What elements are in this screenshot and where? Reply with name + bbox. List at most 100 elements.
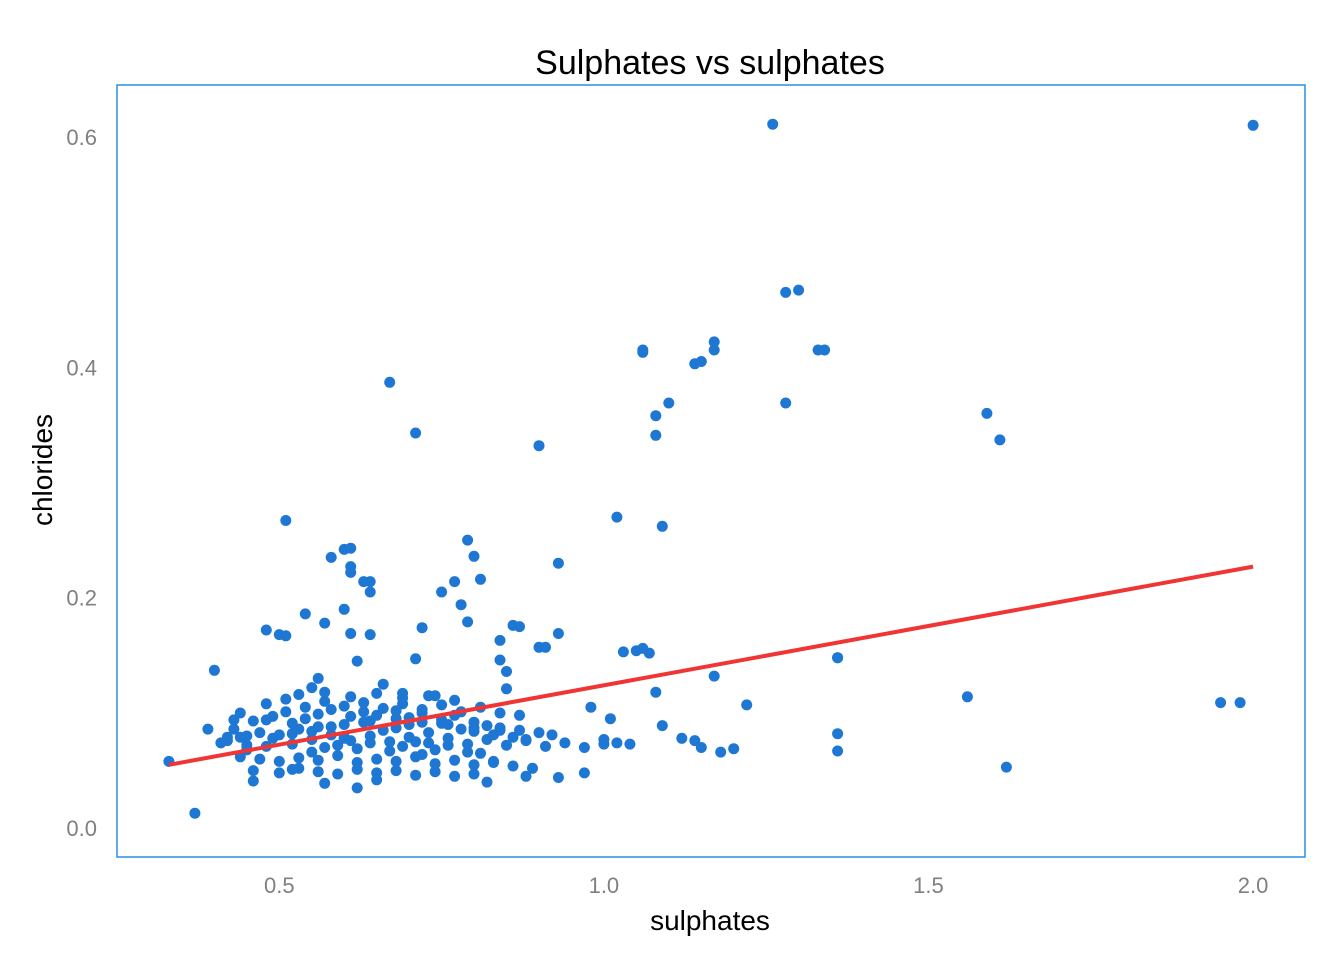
data-point xyxy=(1000,761,1012,773)
data-point xyxy=(345,691,357,703)
data-point xyxy=(319,695,331,707)
data-point xyxy=(377,702,389,714)
y-tick-label: 0.2 xyxy=(66,586,97,611)
data-point xyxy=(819,344,831,356)
data-point xyxy=(228,714,240,726)
data-point xyxy=(371,687,383,699)
data-point xyxy=(280,515,292,526)
data-point xyxy=(286,728,298,740)
data-point xyxy=(247,775,259,787)
data-point xyxy=(689,735,701,747)
data-point xyxy=(832,728,844,740)
data-point xyxy=(585,701,597,713)
data-point xyxy=(273,755,285,767)
data-point xyxy=(650,686,662,698)
data-point xyxy=(994,434,1006,446)
data-point xyxy=(280,630,292,642)
data-point xyxy=(208,664,220,676)
data-point xyxy=(578,767,590,779)
data-point xyxy=(663,397,675,409)
data-point xyxy=(604,713,616,725)
data-point xyxy=(390,755,402,767)
data-point xyxy=(241,730,253,742)
data-point xyxy=(306,682,318,694)
data-point xyxy=(832,652,844,664)
data-point xyxy=(332,739,344,751)
data-point xyxy=(507,731,519,743)
regression-layer xyxy=(168,564,1254,767)
data-point xyxy=(728,743,740,755)
x-tick-label: 1.5 xyxy=(913,873,944,898)
data-point xyxy=(676,732,688,744)
data-point xyxy=(501,666,512,677)
data-point xyxy=(468,550,480,562)
data-point xyxy=(351,782,363,794)
data-point xyxy=(410,427,422,439)
data-point xyxy=(481,776,493,788)
data-point xyxy=(455,599,467,611)
data-point xyxy=(650,429,662,441)
data-point xyxy=(371,753,383,765)
data-point xyxy=(202,723,214,735)
data-point xyxy=(449,576,461,588)
x-tick-label: 2.0 xyxy=(1238,873,1269,898)
data-point xyxy=(306,746,318,758)
data-point xyxy=(559,737,571,749)
data-point xyxy=(332,750,344,762)
data-point xyxy=(552,628,564,639)
data-point xyxy=(780,286,792,298)
y-tick-label: 0.4 xyxy=(66,355,97,380)
data-point xyxy=(325,721,337,733)
data-point xyxy=(338,700,350,712)
data-point xyxy=(345,542,357,554)
data-point xyxy=(514,709,525,721)
data-point xyxy=(630,645,642,657)
data-point xyxy=(325,551,337,563)
data-point xyxy=(319,617,331,629)
y-axis-title: chlorides xyxy=(27,414,58,526)
data-point xyxy=(442,719,454,730)
data-point xyxy=(429,766,441,778)
y-tick-label: 0.6 xyxy=(66,125,97,150)
data-point xyxy=(767,118,779,130)
data-point xyxy=(325,704,337,715)
data-point xyxy=(520,735,532,747)
data-point xyxy=(364,629,376,641)
data-point xyxy=(247,715,259,727)
data-point xyxy=(442,732,454,744)
data-point xyxy=(981,407,993,419)
data-point xyxy=(494,654,506,666)
data-point xyxy=(455,723,467,735)
data-point xyxy=(494,707,506,719)
data-point xyxy=(338,603,350,615)
data-point xyxy=(832,745,844,757)
data-point xyxy=(189,807,201,819)
data-point xyxy=(501,683,512,695)
data-point xyxy=(468,722,480,734)
data-point xyxy=(364,586,376,598)
data-point xyxy=(319,777,331,789)
data-point xyxy=(390,705,402,717)
data-point xyxy=(637,346,649,358)
data-point xyxy=(429,744,441,756)
data-point xyxy=(462,534,474,546)
data-point xyxy=(1247,119,1259,131)
data-point xyxy=(312,672,324,684)
data-point xyxy=(449,754,461,766)
data-point xyxy=(280,706,292,718)
data-point xyxy=(578,742,590,753)
data-point xyxy=(656,520,668,532)
data-point xyxy=(364,715,376,727)
data-point xyxy=(312,708,324,720)
data-point xyxy=(299,713,311,725)
data-point xyxy=(345,710,357,722)
data-point xyxy=(488,755,499,767)
data-point xyxy=(254,727,266,739)
data-point xyxy=(280,693,292,705)
data-point xyxy=(436,586,448,598)
data-point xyxy=(410,769,422,781)
data-point xyxy=(384,376,396,388)
data-point xyxy=(481,720,493,732)
data-point xyxy=(552,557,564,569)
